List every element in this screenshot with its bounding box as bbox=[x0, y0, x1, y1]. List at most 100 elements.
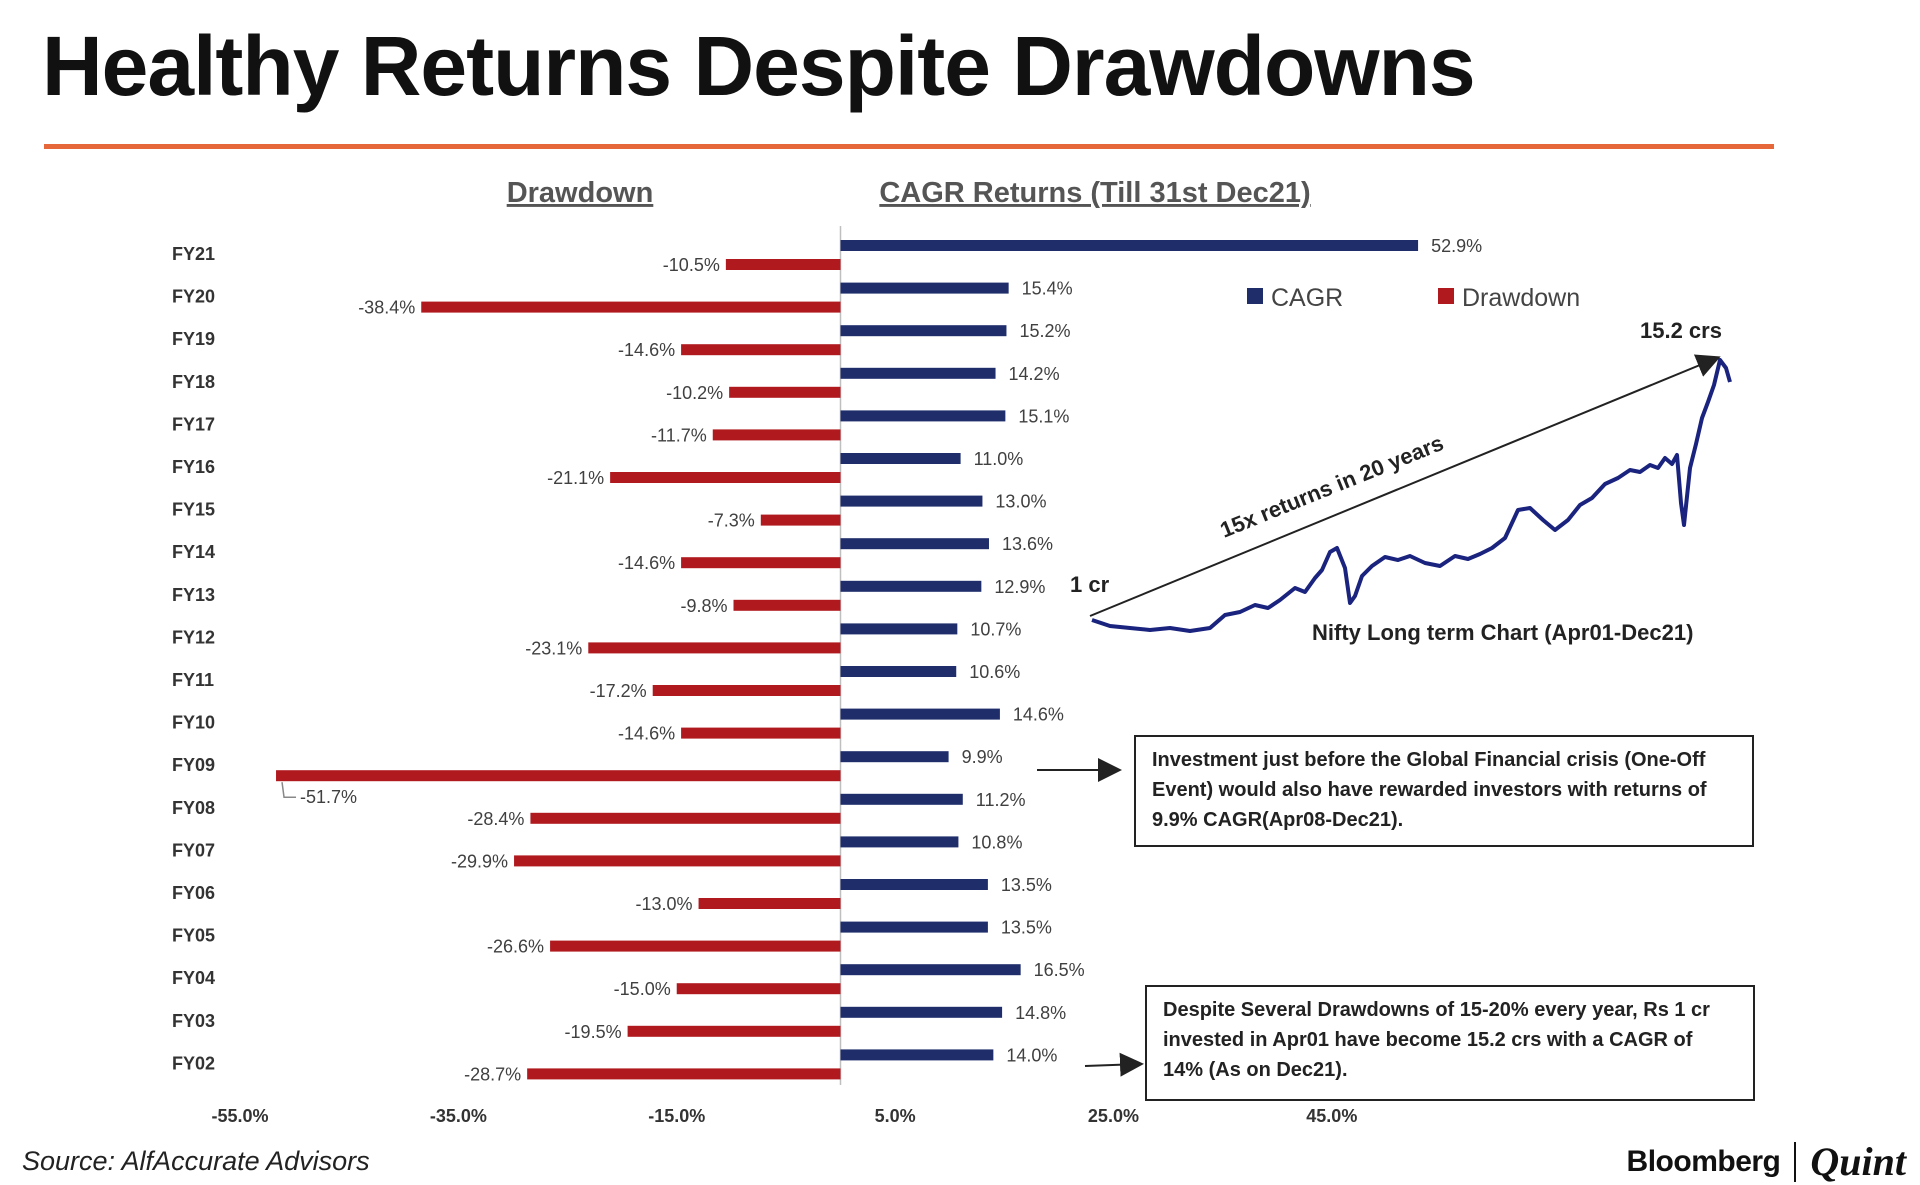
source-credit: Source: AlfAccurate Advisors bbox=[22, 1146, 370, 1176]
category-label: FY09 bbox=[172, 755, 215, 775]
brand-separator bbox=[1794, 1141, 1797, 1182]
category-label: FY14 bbox=[172, 542, 215, 562]
x-tick-label: 45.0% bbox=[1306, 1106, 1357, 1126]
cagr-bar bbox=[840, 708, 1000, 720]
drawdown-bar bbox=[588, 642, 841, 654]
category-label: FY06 bbox=[172, 883, 215, 903]
leader-line bbox=[281, 782, 297, 798]
cagr-bar bbox=[840, 793, 963, 805]
x-tick-label: 5.0% bbox=[875, 1106, 916, 1126]
legend-swatch-drawdown bbox=[1438, 288, 1454, 304]
drawdown-value-label: -9.8% bbox=[680, 596, 727, 616]
cagr-bar bbox=[840, 836, 959, 848]
bloomberg-wordmark: Bloomberg bbox=[1626, 1144, 1781, 1178]
cagr-value-label: 14.2% bbox=[1009, 364, 1060, 384]
inset-title: Nifty Long term Chart (Apr01-Dec21) bbox=[1312, 620, 1693, 645]
x-tick-label: 25.0% bbox=[1088, 1106, 1139, 1126]
gfc-note: Investment just before the Global Financ… bbox=[1134, 735, 1754, 847]
growth-arrow bbox=[1089, 354, 1721, 617]
drawdown-value-label: -19.5% bbox=[565, 1022, 622, 1042]
drawdown-value-label: -10.2% bbox=[666, 383, 723, 403]
cagr-bar bbox=[840, 879, 988, 890]
x-tick-label: -35.0% bbox=[430, 1106, 487, 1126]
drawdown-value-label: -38.4% bbox=[358, 298, 415, 318]
drawdown-value-label: -29.9% bbox=[451, 851, 508, 871]
nifty-price-line bbox=[1091, 358, 1732, 633]
cagr-bar bbox=[840, 410, 1006, 422]
cagr-value-label: 13.5% bbox=[1001, 918, 1052, 938]
cagr-bar bbox=[840, 666, 957, 677]
category-label: FY10 bbox=[172, 713, 215, 733]
legend-label-cagr: CAGR bbox=[1271, 284, 1343, 312]
drawdown-value-label: -14.6% bbox=[618, 553, 675, 573]
drawdown-value-label: -11.7% bbox=[651, 425, 707, 445]
drawdown-bar bbox=[421, 301, 841, 313]
x-tick-label: -15.0% bbox=[648, 1106, 705, 1126]
category-label: FY16 bbox=[172, 457, 215, 477]
category-label: FY13 bbox=[172, 585, 215, 605]
cagr-value-label: 52.9% bbox=[1431, 236, 1482, 256]
cagr-value-label: 16.5% bbox=[1034, 960, 1085, 980]
cagr-value-label: 14.0% bbox=[1006, 1045, 1057, 1065]
drawdown-bar bbox=[760, 514, 841, 526]
legend-swatch-cagr bbox=[1247, 288, 1263, 304]
category-label: FY11 bbox=[172, 670, 214, 690]
drawdown-bar bbox=[610, 472, 841, 483]
cagr-value-label: 14.8% bbox=[1015, 1003, 1066, 1023]
cagr-bar bbox=[840, 921, 988, 933]
page-title: Healthy Returns Despite Drawdowns bbox=[42, 19, 1476, 113]
category-label: FY02 bbox=[172, 1053, 215, 1073]
drawdown-bar bbox=[729, 386, 841, 398]
cagr-bar bbox=[840, 964, 1021, 976]
drawdown-bar bbox=[681, 727, 841, 739]
category-label: FY20 bbox=[172, 287, 215, 307]
brand-logo: Bloomberg Quint bbox=[1627, 1138, 1906, 1185]
drawdown-value-label: -21.1% bbox=[547, 468, 604, 488]
category-label: FY15 bbox=[172, 500, 215, 520]
drawdown-value-label: -13.0% bbox=[636, 894, 693, 914]
cagr-bar bbox=[840, 580, 982, 592]
category-label: FY17 bbox=[172, 414, 215, 434]
drawdown-bar bbox=[733, 599, 841, 611]
drawdown-bar bbox=[652, 685, 841, 696]
legend-label-drawdown: Drawdown bbox=[1462, 284, 1580, 312]
cagr-value-label: 13.6% bbox=[1002, 534, 1053, 554]
drawdown-bar bbox=[550, 940, 841, 952]
cagr-bar bbox=[840, 751, 949, 763]
cagr-header: CAGR Returns (Till 31st Dec21) bbox=[879, 177, 1310, 209]
cagr-value-label: 11.0% bbox=[974, 449, 1024, 469]
drawdown-bar bbox=[627, 1025, 841, 1037]
end-value-label: 15.2 crs bbox=[1640, 318, 1722, 343]
title-rule bbox=[44, 144, 1774, 149]
cagr-bar bbox=[840, 367, 996, 379]
category-label: FY18 bbox=[172, 372, 215, 392]
cagr-bar bbox=[840, 453, 961, 464]
x-tick-label: -55.0% bbox=[211, 1106, 268, 1126]
drawdown-value-label: -51.7% bbox=[300, 787, 357, 807]
cagr-bar bbox=[840, 623, 958, 635]
cagr-value-label: 10.6% bbox=[969, 662, 1020, 682]
cagr-value-label: 15.4% bbox=[1022, 279, 1073, 299]
drawdown-value-label: -14.6% bbox=[618, 724, 675, 744]
cagr-value-label: 10.7% bbox=[970, 619, 1021, 639]
category-label: FY03 bbox=[172, 1011, 215, 1031]
category-label: FY21 bbox=[172, 244, 215, 264]
drawdown-bar bbox=[514, 855, 841, 867]
drawdown-value-label: -28.4% bbox=[467, 809, 524, 829]
drawdown-header: Drawdown bbox=[507, 177, 654, 209]
cagr-value-label: 9.9% bbox=[962, 747, 1003, 767]
drawdown-bar bbox=[676, 983, 841, 995]
drawdown-bar bbox=[698, 898, 841, 909]
drawdown-bar bbox=[276, 770, 841, 782]
growth-arrow-label: 15x returns in 20 years bbox=[1217, 430, 1447, 543]
summary-note: Despite Several Drawdowns of 15-20% ever… bbox=[1145, 985, 1755, 1101]
drawdown-bar bbox=[527, 1068, 841, 1080]
cagr-value-label: 10.8% bbox=[971, 832, 1022, 852]
drawdown-bar bbox=[681, 344, 841, 356]
quint-wordmark: Quint bbox=[1810, 1139, 1906, 1184]
drawdown-value-label: -28.7% bbox=[464, 1064, 521, 1084]
drawdown-value-label: -7.3% bbox=[708, 511, 755, 531]
cagr-bar bbox=[840, 240, 1419, 251]
bar-group: FY21 52.9% -10.5% FY20 15.4% -38.4% FY19 15.2% -… bbox=[172, 226, 1482, 1126]
